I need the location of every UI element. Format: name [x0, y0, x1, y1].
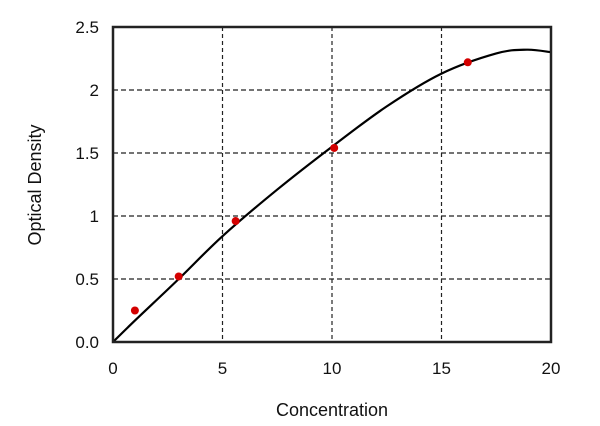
x-tick-label: 10 — [323, 359, 342, 378]
data-point — [330, 143, 339, 152]
y-tick-label: 0.5 — [75, 270, 99, 289]
y-axis-label: Optical Density — [25, 124, 45, 245]
x-tick-label: 0 — [108, 359, 117, 378]
plot-frame — [111, 25, 553, 344]
y-tick-label: 1 — [90, 207, 99, 226]
y-tick-labels: 0.0 0.5 1 1.5 2 2.5 — [75, 18, 99, 352]
data-point — [174, 272, 183, 281]
data-point — [130, 306, 139, 315]
y-tick-label: 0.0 — [75, 333, 99, 352]
data-point — [463, 58, 472, 67]
x-axis-label: Concentration — [276, 400, 388, 420]
x-tick-label: 5 — [218, 359, 227, 378]
data-points — [130, 58, 472, 315]
x-tick-labels: 0 5 10 15 20 — [108, 359, 560, 378]
y-tick-label: 2 — [90, 81, 99, 100]
data-point — [231, 217, 240, 226]
y-tick-label: 2.5 — [75, 18, 99, 37]
x-tick-label: 20 — [542, 359, 561, 378]
y-tick-label: 1.5 — [75, 144, 99, 163]
grid — [113, 27, 551, 342]
x-tick-label: 15 — [432, 359, 451, 378]
